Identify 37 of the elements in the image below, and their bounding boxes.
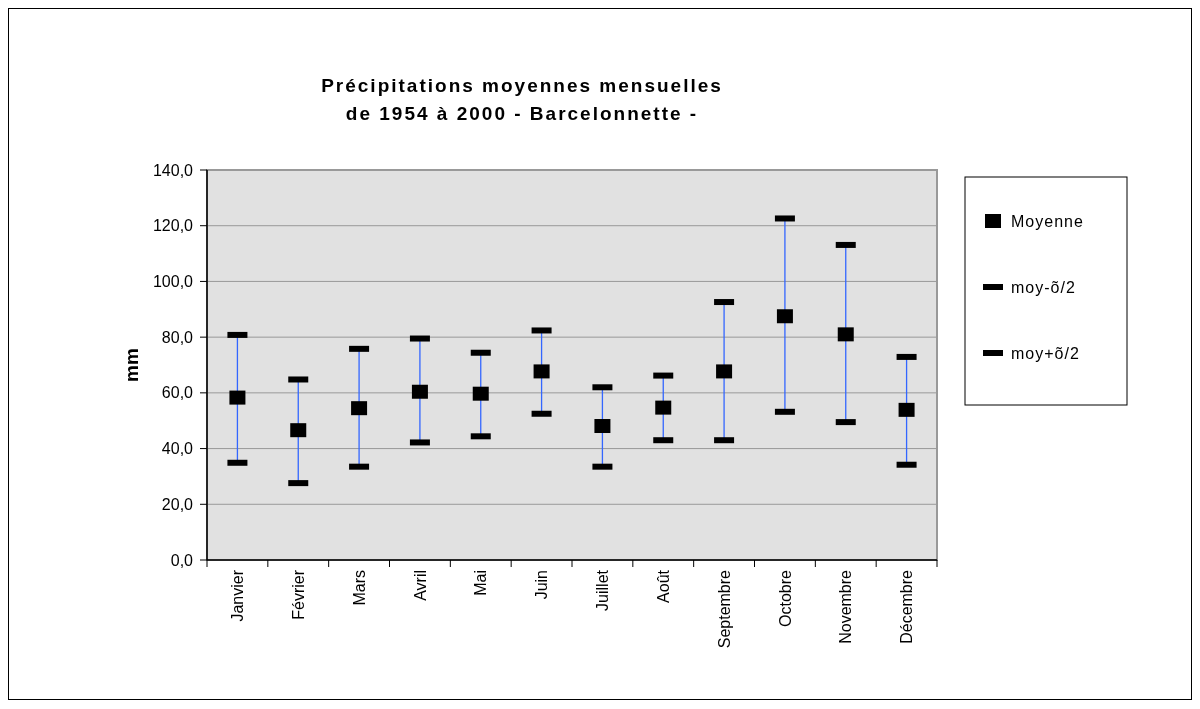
- x-tick-label: Novembre: [837, 569, 855, 644]
- x-tick-label: Février: [289, 569, 307, 620]
- y-axis-title: mm: [121, 348, 142, 382]
- x-tick-label: Avril: [411, 570, 429, 601]
- x-tick-label: Août: [654, 569, 672, 603]
- y-tick-label: 0,0: [170, 551, 194, 569]
- point: [776, 309, 793, 324]
- y-tick-label: 120,0: [152, 217, 194, 235]
- x-tick-label: Juin: [533, 570, 551, 600]
- y-tick-label: 40,0: [161, 440, 194, 458]
- x-tick-label: Janvier: [229, 569, 247, 622]
- legend-label: Moyenne: [1011, 212, 1084, 230]
- point: [351, 401, 368, 416]
- x-tick-label: Septembre: [715, 569, 733, 649]
- y-tick-label: 80,0: [161, 328, 194, 346]
- y-tick-label: 60,0: [161, 384, 194, 402]
- y-tick-label: 20,0: [161, 495, 194, 513]
- chart-title: Précipitations moyennes mensuelles de 1954 à 2000 - Barcelonnette -: [321, 75, 723, 124]
- x-tick-label: Mars: [350, 570, 368, 606]
- point: [533, 364, 550, 379]
- point: [472, 386, 489, 401]
- point: [716, 364, 733, 379]
- point: [594, 419, 611, 434]
- y-tick-label: 100,0: [152, 273, 194, 291]
- point: [898, 402, 915, 417]
- point: [229, 390, 246, 405]
- legend-label: moy+õ/2: [1011, 344, 1080, 362]
- point: [411, 384, 428, 399]
- x-tick-label: Décembre: [898, 569, 916, 644]
- y-tick-label: 140,0: [152, 161, 194, 179]
- x-tick-label: Juillet: [594, 569, 612, 611]
- point: [837, 327, 854, 342]
- point: [655, 400, 672, 415]
- point: [290, 423, 307, 438]
- x-tick-label: Octobre: [776, 569, 794, 627]
- legend-label: moy-õ/2: [1011, 278, 1076, 296]
- x-tick-label: Mai: [472, 570, 490, 596]
